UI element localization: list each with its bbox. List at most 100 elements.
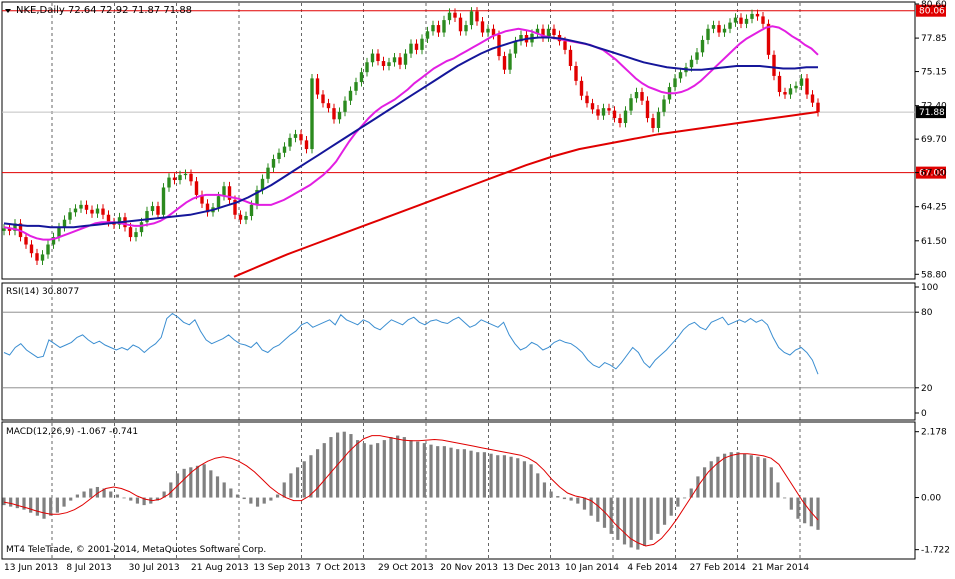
symbol-label: NKE,Daily [16, 5, 65, 16]
macd-histogram-bar [476, 452, 480, 498]
macd-histogram-bar [763, 458, 767, 498]
macd-histogram-bar [722, 453, 727, 498]
macd-histogram-bar [382, 440, 386, 498]
candle-body [678, 72, 683, 79]
x-tick-label: 4 Feb 2014 [627, 563, 678, 573]
rsi-line [3, 312, 819, 375]
candle-body [392, 57, 397, 63]
macd-histogram-bar [222, 482, 226, 498]
candle-body [673, 78, 677, 88]
macd-histogram-bar [409, 440, 413, 498]
macd-histogram-bar [622, 497, 627, 545]
macd-histogram-bar [682, 497, 687, 499]
candle-body [447, 12, 452, 21]
level-price-tag [916, 166, 946, 179]
macd-histogram-bar [109, 491, 113, 498]
level-price-tag [916, 4, 946, 17]
x-tick-label: 13 Sep 2013 [253, 563, 310, 573]
candle-body [398, 57, 402, 65]
macd-histogram-bar [796, 497, 800, 519]
macd-histogram-bar [362, 443, 366, 498]
candle-body [799, 78, 804, 86]
candle-body [766, 23, 771, 55]
macd-histogram-bar [502, 455, 507, 498]
macd-histogram-bar [569, 497, 573, 501]
candle-body [805, 78, 809, 95]
candle-body [563, 41, 567, 50]
candle-body [552, 28, 556, 35]
macd-histogram-bar [22, 497, 26, 510]
copyright-footer: MT4 TeleTrade, © 2001-2014, MetaQuotes S… [6, 545, 266, 555]
candle-body [332, 108, 336, 120]
macd-histogram-bar [462, 449, 466, 498]
macd-histogram-bar [669, 497, 673, 516]
macd-histogram-bar [456, 449, 460, 498]
candle-body [205, 203, 210, 213]
candle-body [607, 108, 611, 111]
price-y-tick-label: 80.60 [921, 0, 947, 10]
macd-histogram-bar [169, 482, 173, 498]
macd-histogram-bar [235, 494, 240, 498]
macd-histogram-bar [35, 497, 39, 516]
collapse-arrow-icon[interactable] [5, 9, 11, 13]
candle-body [315, 78, 320, 95]
macd-histogram-bar [195, 465, 200, 498]
macd-histogram-bar [162, 491, 166, 498]
macd-histogram-bar [469, 450, 473, 498]
macd-histogram-bar [282, 482, 286, 498]
candle-body [387, 62, 391, 66]
macd-histogram-bar [155, 497, 160, 501]
macd-histogram-bar [275, 494, 280, 498]
macd-histogram-bar [262, 497, 266, 504]
candle-body [453, 12, 457, 18]
candle-body [40, 254, 45, 261]
candle-body [645, 100, 650, 119]
price-y-tick-label: 64.25 [921, 203, 947, 213]
candle-body [711, 25, 716, 29]
macd-histogram-bar [295, 467, 300, 498]
candle-body [222, 186, 226, 197]
macd-histogram-bar [255, 497, 260, 507]
candle-body [755, 13, 760, 17]
macd-histogram-bar [289, 473, 293, 498]
rsi-y-tick-label: 80 [921, 308, 933, 318]
candle-body [585, 95, 589, 104]
candle-body [750, 13, 754, 19]
candle-body [337, 111, 342, 120]
candle-body [414, 43, 419, 50]
macd-histogram-bar [115, 494, 120, 498]
candle-body [271, 158, 276, 168]
macd-histogram-bar [269, 497, 273, 501]
candle-body [546, 28, 551, 38]
candle-body [68, 212, 72, 220]
macd-histogram-bar [215, 476, 220, 498]
candle-body [304, 140, 309, 150]
rsi-title: RSI(14) 30.8077 [6, 287, 79, 297]
candle-body [601, 108, 606, 116]
candle-body [480, 21, 485, 33]
candle-body [761, 16, 765, 24]
candle-body [161, 187, 166, 215]
rsi-y-tick-label: 0 [921, 409, 927, 419]
macd-histogram-bar [42, 497, 46, 519]
candle-body [293, 134, 298, 138]
candle-body [491, 28, 496, 35]
candle-body [24, 237, 28, 245]
candle-body [777, 75, 782, 93]
x-tick-label: 8 Jul 2013 [66, 563, 111, 573]
macd-histogram-bar [496, 455, 500, 498]
ohlc-readout: 72.64 72.92 71.87 71.88 [68, 5, 192, 16]
macd-histogram-bar [416, 441, 420, 498]
candle-body [62, 219, 67, 228]
macd-histogram-bar [662, 497, 667, 525]
candle-body [183, 173, 188, 176]
candle-body [145, 211, 149, 223]
macd-histogram-bar [536, 473, 540, 498]
macd-histogram-bar [376, 443, 380, 498]
macd-title: MACD(12,26,9) -1.067 -0.741 [6, 427, 138, 437]
candle-body [579, 80, 584, 96]
macd-histogram-bar [209, 470, 213, 498]
candle-body [35, 253, 39, 261]
